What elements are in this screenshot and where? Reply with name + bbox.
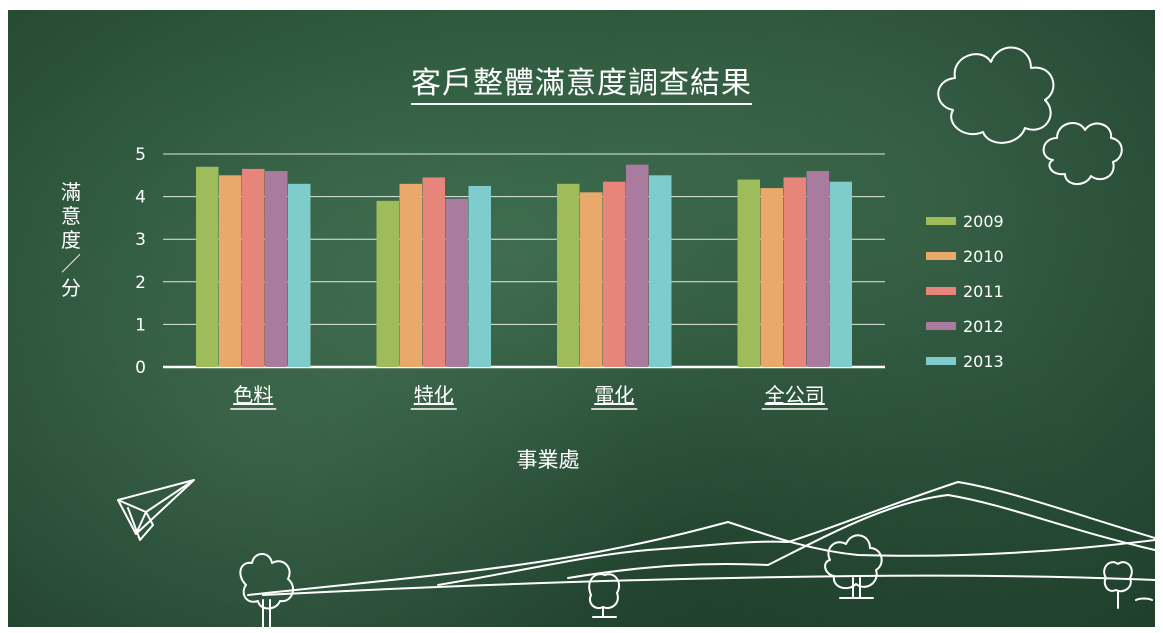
legend-swatch-2012 bbox=[926, 322, 956, 330]
legend-label-2010: 2010 bbox=[963, 247, 1004, 266]
bar-chart: 0 1 2 3 4 5 色料 特化 電化 全公司 2009 2010 2011 2012 2013 bbox=[135, 145, 1004, 410]
bar-2011-0 bbox=[242, 168, 265, 367]
bar-2009-2 bbox=[557, 183, 580, 367]
legend-label-2009: 2009 bbox=[963, 212, 1004, 231]
chart-title-text: 客戶整體滿意度調查結果 bbox=[411, 66, 752, 105]
bar-2010-1 bbox=[399, 183, 422, 367]
bar-2010-2 bbox=[580, 192, 603, 367]
bar-2010-0 bbox=[219, 175, 242, 367]
legend-swatch-2011 bbox=[926, 287, 956, 295]
x-tick-label: 全公司 bbox=[765, 383, 825, 407]
bar-2009-0 bbox=[196, 166, 219, 367]
y-tick-label: 5 bbox=[135, 145, 146, 165]
ground-line bbox=[262, 574, 1155, 596]
bar-2009-3 bbox=[737, 179, 760, 367]
bar-2011-3 bbox=[783, 177, 806, 367]
bar-2013-0 bbox=[288, 183, 311, 367]
x-tick-label: 色料 bbox=[233, 383, 273, 407]
cloud-small-icon bbox=[1042, 122, 1123, 185]
y-tick-label: 0 bbox=[135, 358, 146, 378]
bar-2013-3 bbox=[829, 181, 852, 367]
bar-2012-1 bbox=[445, 198, 468, 367]
bar-2012-0 bbox=[265, 171, 288, 367]
hill-line-3 bbox=[567, 494, 1155, 579]
tree-left-icon bbox=[239, 553, 295, 627]
paper-plane-icon bbox=[117, 479, 195, 541]
tree-mid-icon bbox=[588, 573, 621, 618]
legend-label-2012: 2012 bbox=[963, 317, 1004, 336]
bar-2011-2 bbox=[603, 181, 626, 367]
bar-2011-1 bbox=[422, 177, 445, 367]
bar-2012-2 bbox=[626, 164, 649, 367]
y-tick-label: 1 bbox=[135, 315, 146, 335]
x-tick-label: 特化 bbox=[414, 383, 454, 407]
y-tick-label: 4 bbox=[135, 188, 146, 208]
tree-far-right-icon bbox=[1103, 561, 1153, 609]
legend-swatch-2010 bbox=[926, 252, 956, 260]
bar-2010-3 bbox=[760, 188, 783, 367]
legend-swatch-2013 bbox=[926, 357, 956, 365]
bar-2009-1 bbox=[376, 200, 399, 367]
legend-label-2013: 2013 bbox=[963, 352, 1004, 371]
chart-title: 客戶整體滿意度調查結果 bbox=[8, 58, 1155, 105]
bar-2013-2 bbox=[649, 175, 672, 367]
y-axis-label: 滿意度／分 bbox=[61, 180, 81, 300]
y-tick-label: 3 bbox=[135, 230, 146, 250]
chalk-doodles bbox=[117, 46, 1155, 627]
chalkboard-background: 客戶整體滿意度調查結果 滿意度／分 事業處 bbox=[8, 10, 1155, 627]
tree-right-icon bbox=[824, 534, 883, 599]
bar-2013-1 bbox=[468, 185, 491, 367]
bar-2012-3 bbox=[806, 171, 829, 367]
cloud-large-icon bbox=[937, 46, 1055, 144]
hill-line-1 bbox=[247, 521, 1155, 596]
legend-label-2011: 2011 bbox=[963, 282, 1004, 301]
hill-line-2 bbox=[437, 481, 1155, 586]
x-tick-label: 電化 bbox=[594, 383, 634, 407]
x-axis-label: 事業處 bbox=[516, 448, 580, 472]
y-tick-label: 2 bbox=[135, 273, 146, 293]
legend-swatch-2009 bbox=[926, 217, 956, 225]
